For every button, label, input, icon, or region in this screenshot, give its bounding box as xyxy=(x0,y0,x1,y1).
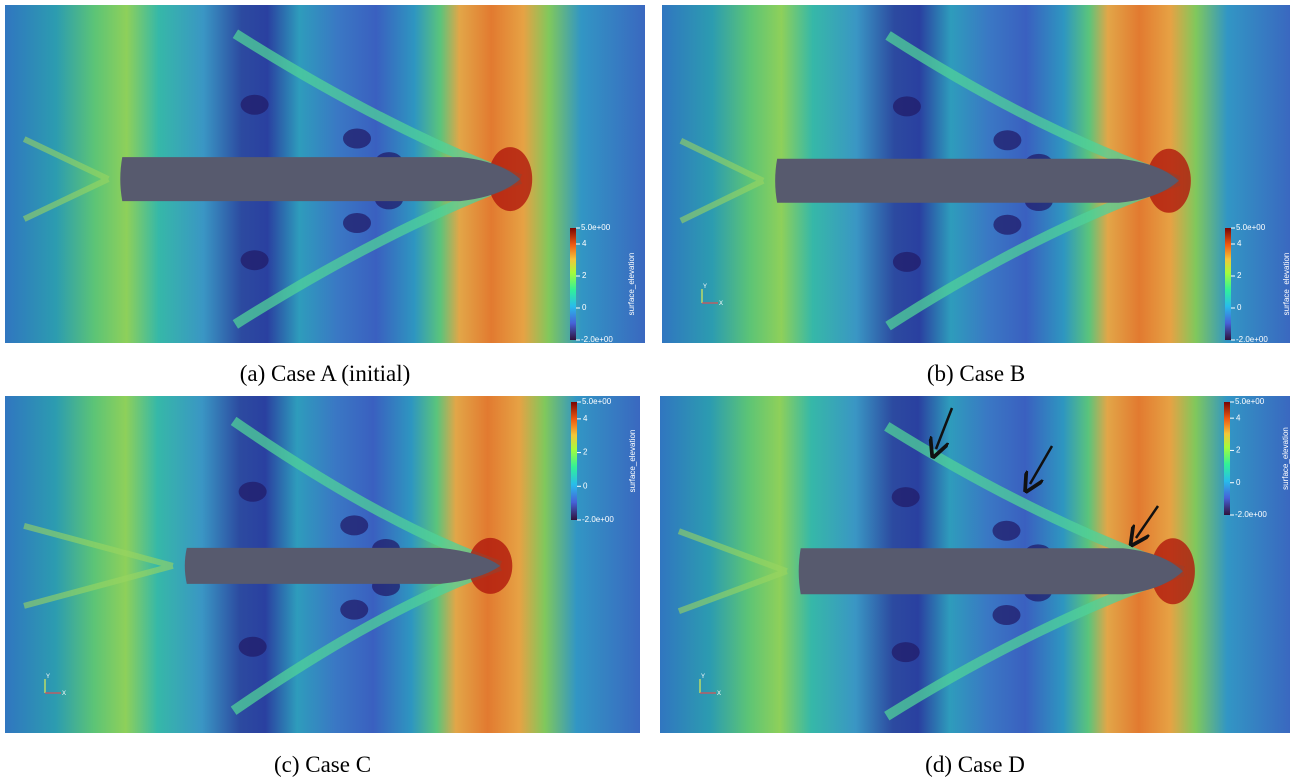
trough xyxy=(238,481,267,502)
colorbar-label: -2.0e+00 xyxy=(1235,510,1267,519)
axis-x-label: X xyxy=(719,301,723,307)
caption: (a) Case A (initial) xyxy=(240,361,411,386)
trough xyxy=(892,251,921,272)
colorbar-tick-label: 4 xyxy=(1237,239,1242,248)
colorbar-label: 5.0e+00 xyxy=(581,223,611,232)
arrows xyxy=(936,407,1160,538)
colorbar-label: -2.0e+00 xyxy=(581,335,613,344)
colorbar-label: -2.0e+00 xyxy=(1236,335,1268,344)
colorbar-tick-label: 4 xyxy=(1236,413,1241,422)
colorbar-title: surface_elevation xyxy=(628,430,637,493)
panel: Y X -2.0e+00 5.0e+00 0 2 4 surface_elevation (c)… xyxy=(5,396,640,777)
trough xyxy=(240,94,269,115)
colorbar xyxy=(1225,228,1231,340)
axis-y-label: Y xyxy=(703,284,707,290)
axis-y-label: Y xyxy=(701,674,705,680)
caption: (d) Case D xyxy=(925,752,1025,777)
trough xyxy=(891,642,920,663)
field xyxy=(5,396,640,733)
hull xyxy=(775,158,1179,203)
trough xyxy=(992,605,1021,626)
panel: -2.0e+00 5.0e+00 0 2 4 surface_elevation (a) C… xyxy=(5,5,645,386)
colorbar-tick-label: 0 xyxy=(583,481,588,490)
colorbar xyxy=(571,402,577,520)
colorbar-label: -2.0e+00 xyxy=(582,515,614,524)
hull xyxy=(798,548,1183,595)
trough xyxy=(340,515,369,536)
trough xyxy=(343,213,371,234)
trough xyxy=(993,214,1022,235)
colorbar-label: 5.0e+00 xyxy=(1235,397,1265,406)
axis-x-label: X xyxy=(717,691,721,697)
panel: Y X -2.0e+00 5.0e+00 0 2 4 surface_elevation (d)… xyxy=(660,396,1290,777)
trough xyxy=(238,636,267,657)
hull xyxy=(184,547,501,584)
trough xyxy=(240,250,269,271)
colorbar-tick-label: 2 xyxy=(583,448,588,457)
colorbar-tick-label: 0 xyxy=(582,303,587,312)
colorbar-tick-label: 2 xyxy=(1236,446,1241,455)
trough xyxy=(891,487,920,508)
caption: (c) Case C xyxy=(274,752,371,777)
colorbar-tick-label: 0 xyxy=(1236,478,1241,487)
field xyxy=(660,396,1290,733)
colorbar-tick-label: 2 xyxy=(582,271,587,280)
panel: Y X -2.0e+00 5.0e+00 0 2 4 surface_elevation (b)… xyxy=(662,5,1291,386)
field xyxy=(662,5,1290,343)
colorbar-title: surface_elevation xyxy=(1281,427,1290,490)
colorbar-title: surface_elevation xyxy=(627,253,636,316)
colorbar-tick-label: 0 xyxy=(1237,303,1242,312)
trough xyxy=(993,130,1022,151)
axis-x-label: X xyxy=(62,691,66,697)
colorbar-label: 5.0e+00 xyxy=(582,397,612,406)
field xyxy=(5,5,645,343)
stern-wake xyxy=(22,136,110,222)
colorbar-tick-label: 4 xyxy=(582,239,587,248)
trough xyxy=(340,599,369,620)
colorbar-title: surface_elevation xyxy=(1282,253,1291,316)
colorbar xyxy=(1224,402,1230,515)
colorbar-tick-label: 2 xyxy=(1237,271,1242,280)
trough xyxy=(892,96,921,117)
axis-y-label: Y xyxy=(46,674,50,680)
stern-wake xyxy=(23,522,174,609)
colorbar-tick-label: 4 xyxy=(583,414,588,423)
trough xyxy=(343,128,371,149)
trough xyxy=(992,520,1021,541)
colorbar xyxy=(570,228,576,340)
colorbar-label: 5.0e+00 xyxy=(1236,223,1266,232)
stern-wake xyxy=(677,528,788,615)
stern-wake xyxy=(679,138,765,224)
caption: (b) Case B xyxy=(927,361,1025,386)
hull xyxy=(120,157,521,202)
